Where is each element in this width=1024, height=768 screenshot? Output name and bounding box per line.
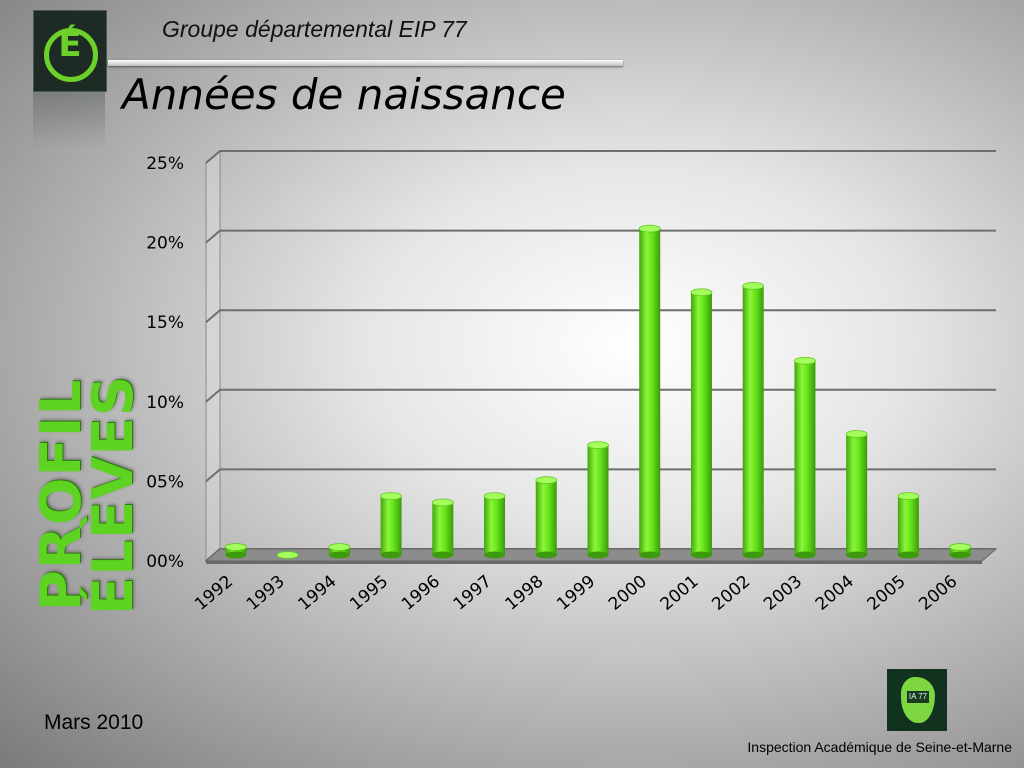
bar-cap	[638, 224, 661, 233]
academy-logo: É	[33, 10, 107, 92]
y-tick-label: 10%	[146, 393, 184, 413]
bar-cap	[690, 288, 713, 297]
bar-body	[639, 228, 661, 555]
y-tick-label: 05%	[146, 472, 184, 492]
bar-1996	[431, 498, 454, 559]
bar-cap	[794, 356, 816, 365]
x-tick-label: 2000	[605, 572, 651, 615]
gridline	[205, 309, 996, 323]
x-tick-label: 2005	[864, 572, 910, 615]
logo-glyph: É	[58, 25, 82, 65]
bar-cap	[431, 498, 454, 507]
bar-body	[846, 434, 868, 555]
bar-body	[328, 547, 350, 555]
y-tick-label: 15%	[146, 313, 184, 333]
bar-cap	[897, 492, 920, 500]
bar-body	[949, 547, 971, 555]
bar-body	[690, 292, 712, 555]
bar-1995	[380, 492, 402, 559]
bar-cap	[535, 476, 558, 485]
bar-base	[949, 551, 971, 559]
x-tick-label: 2004	[812, 572, 858, 615]
bar-body	[380, 496, 402, 555]
bar-base	[432, 551, 454, 559]
x-tick-label: 1995	[346, 572, 392, 615]
header-divider	[108, 60, 623, 66]
bar-2004	[845, 430, 868, 559]
x-tick-label: 1992	[191, 572, 237, 615]
bar-cap	[949, 543, 972, 551]
bar-body	[587, 445, 609, 555]
x-tick-label: 1998	[501, 572, 547, 615]
bar-1998	[535, 476, 558, 559]
bar-body	[432, 502, 454, 555]
birth-year-chart: 00%05%10%15%20%25%1992 1993 1994 1995 1996 19…	[146, 150, 998, 615]
group-name: Groupe départemental EIP 77	[162, 16, 467, 42]
chart-left-wall	[205, 150, 221, 563]
bar-1997	[483, 492, 506, 559]
ia77-logo-text: IA 77	[907, 691, 929, 703]
x-tick-label: 1999	[553, 572, 599, 615]
bar-cap	[380, 492, 402, 500]
bar-1992	[224, 543, 247, 559]
bar-cap	[328, 543, 351, 551]
bar-2001	[690, 288, 713, 559]
bar-base	[535, 551, 557, 559]
bar-2005	[897, 492, 920, 559]
bar-1994	[328, 543, 351, 559]
logo-ring	[44, 28, 98, 82]
bar-body	[225, 547, 247, 555]
chart-floor-edge	[206, 561, 982, 564]
x-tick-label: 1994	[295, 572, 341, 615]
x-tick-label: 2002	[708, 572, 754, 615]
bar-2006	[949, 543, 972, 559]
x-tick-label: 2006	[915, 572, 961, 615]
bar-base	[897, 551, 919, 559]
bar-cap	[587, 441, 609, 450]
footer-date: Mars 2010	[44, 711, 144, 734]
x-tick-label: 1996	[398, 572, 444, 615]
bar-cap	[483, 492, 506, 500]
bar-body	[535, 480, 557, 555]
bar-base	[846, 551, 868, 559]
bar-1993	[276, 551, 299, 559]
bar-cap	[845, 430, 868, 438]
bar-base	[328, 551, 350, 559]
bar-cap	[742, 282, 765, 290]
gridline	[205, 229, 996, 244]
bar-cap	[224, 543, 247, 551]
gridline	[205, 388, 996, 403]
y-tick-label: 25%	[146, 154, 184, 174]
bar-1999	[587, 441, 609, 559]
ia77-logo: IA 77	[887, 669, 947, 731]
bar-base	[380, 551, 402, 559]
bar-base	[484, 551, 506, 559]
x-tick-label: 1993	[243, 572, 289, 615]
bar-base	[794, 551, 816, 559]
y-tick-label: 00%	[146, 552, 184, 572]
x-tick-label: 2003	[760, 572, 806, 615]
gridline	[205, 468, 996, 483]
bar-base	[225, 551, 247, 559]
bar-cap	[276, 551, 299, 559]
bar-base	[639, 551, 661, 559]
bar-base	[742, 551, 764, 559]
x-tick-label: 2001	[657, 572, 703, 615]
page-title: Années de naissance	[122, 70, 566, 119]
y-tick-label: 20%	[146, 234, 184, 254]
bar-2002	[742, 282, 765, 559]
logo-reflection	[33, 92, 105, 148]
bar-body	[897, 496, 919, 555]
bar-base	[690, 551, 712, 559]
footer-organization: Inspection Académique de Seine-et-Marne	[747, 739, 1012, 755]
bar-2000	[638, 224, 661, 559]
bar-body	[742, 285, 764, 555]
bar-base	[587, 551, 609, 559]
gridline	[205, 150, 996, 164]
x-tick-label: 1997	[450, 572, 496, 615]
bar-2003	[794, 356, 816, 559]
bar-body	[484, 496, 506, 555]
bar-body	[794, 360, 816, 555]
